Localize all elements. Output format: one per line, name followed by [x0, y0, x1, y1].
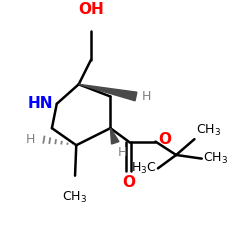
- Text: CH$_3$: CH$_3$: [62, 190, 88, 206]
- Text: H: H: [142, 90, 151, 103]
- Text: O: O: [158, 132, 172, 147]
- Text: H: H: [26, 133, 35, 146]
- Text: CH$_3$: CH$_3$: [196, 123, 221, 138]
- Polygon shape: [79, 84, 137, 101]
- Text: HN: HN: [28, 96, 53, 111]
- Text: H$_3$C: H$_3$C: [131, 161, 157, 176]
- Text: H: H: [118, 146, 127, 160]
- Text: OH: OH: [78, 2, 104, 17]
- Text: CH$_3$: CH$_3$: [203, 151, 228, 166]
- Text: O: O: [122, 175, 135, 190]
- Polygon shape: [110, 128, 119, 144]
